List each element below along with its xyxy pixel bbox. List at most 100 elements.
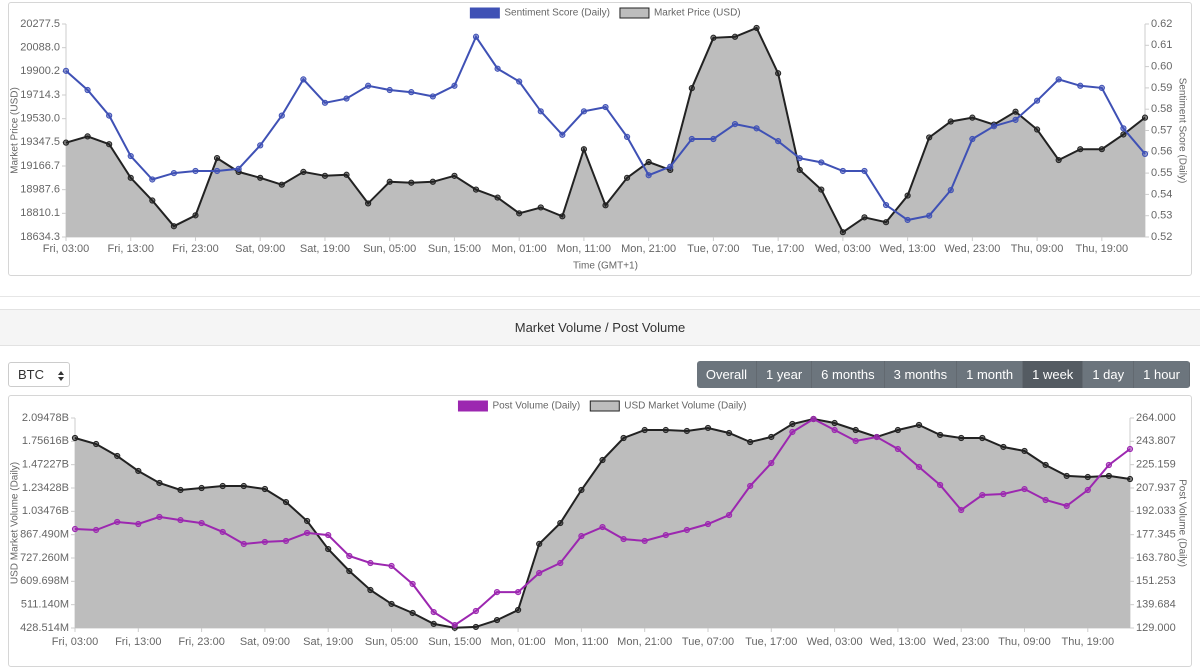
- x-tick-label: Sat, 09:00: [235, 243, 285, 255]
- y-tick-label: 129.000: [1136, 622, 1176, 634]
- point: [1120, 131, 1127, 138]
- point: [240, 540, 247, 548]
- point: [71, 525, 79, 533]
- point: [106, 141, 113, 148]
- y2-axis-title: Post Volume (Daily): [1176, 479, 1187, 567]
- range-button[interactable]: 1 month: [957, 361, 1024, 388]
- x-tick-label: Wed, 13:00: [880, 243, 936, 255]
- point: [62, 139, 70, 146]
- y-tick-label: 177.345: [1136, 529, 1176, 541]
- point: [325, 531, 332, 539]
- point: [149, 197, 156, 204]
- point: [192, 212, 199, 219]
- legend-swatch: [457, 400, 488, 412]
- point: [430, 620, 437, 627]
- x-tick-label: Fri, 23:00: [178, 636, 224, 648]
- point: [1120, 125, 1127, 132]
- point: [818, 159, 825, 166]
- x-tick-label: Tue, 17:00: [745, 636, 797, 648]
- y-tick-label: 867.490M: [20, 529, 69, 541]
- point: [1034, 126, 1041, 133]
- point: [559, 213, 566, 220]
- range-button[interactable]: 1 day: [1083, 361, 1135, 388]
- point: [904, 192, 911, 199]
- coin-select[interactable]: BTC: [8, 362, 70, 387]
- point: [494, 194, 501, 201]
- range-button[interactable]: Overall: [696, 361, 758, 388]
- range-button[interactable]: 1 hour: [1134, 361, 1190, 388]
- point: [979, 434, 986, 442]
- point: [704, 424, 712, 432]
- point: [300, 76, 307, 83]
- top-chart-panel: [8, 2, 1192, 276]
- y-tick-label: 0.61: [1151, 39, 1172, 51]
- point: [1105, 472, 1113, 480]
- point: [602, 103, 609, 111]
- point: [408, 179, 415, 186]
- point: [472, 186, 480, 193]
- point: [818, 186, 825, 193]
- point: [641, 537, 648, 545]
- y-tick-label: 264.000: [1136, 412, 1176, 424]
- point: [156, 513, 163, 521]
- point: [645, 158, 652, 166]
- range-button[interactable]: 1 year: [757, 361, 813, 388]
- point: [768, 433, 775, 441]
- y-tick-label: 151.253: [1136, 575, 1176, 587]
- point: [662, 531, 669, 539]
- point: [1042, 461, 1049, 469]
- y-tick-label: 225.159: [1136, 459, 1176, 471]
- point: [365, 82, 372, 89]
- y2-axis-title: Sentiment Score (Daily): [1176, 78, 1187, 184]
- y-tick-label: 0.53: [1151, 210, 1172, 222]
- x-tick-label: Sun, 15:00: [428, 636, 481, 648]
- y-tick-label: 207.937: [1136, 482, 1176, 494]
- point: [170, 170, 177, 177]
- point: [557, 559, 564, 567]
- point: [1126, 445, 1134, 453]
- legend-label: Sentiment Score (Daily): [504, 8, 610, 19]
- point: [219, 482, 226, 490]
- x-tick-label: Wed, 23:00: [933, 636, 989, 648]
- point: [599, 456, 606, 464]
- y-tick-label: 243.807: [1136, 435, 1176, 447]
- point: [177, 486, 184, 494]
- point: [894, 445, 902, 453]
- point: [958, 506, 965, 514]
- point: [346, 567, 353, 575]
- point: [408, 89, 415, 96]
- legend-label: Post Volume (Daily): [492, 401, 580, 412]
- point: [623, 133, 631, 140]
- y-tick-label: 20277.5: [20, 18, 60, 30]
- point: [451, 621, 458, 629]
- point: [1063, 502, 1070, 510]
- area: [75, 419, 1130, 628]
- point: [367, 586, 374, 594]
- x-tick-label: Wed, 03:00: [815, 243, 871, 255]
- point: [282, 537, 290, 545]
- point: [839, 229, 846, 236]
- point: [493, 616, 501, 624]
- range-button[interactable]: 3 months: [884, 361, 958, 388]
- point: [861, 167, 868, 175]
- point: [1084, 473, 1091, 481]
- point: [710, 135, 717, 143]
- point: [768, 459, 775, 467]
- range-button[interactable]: 1 week: [1023, 361, 1084, 388]
- point: [494, 65, 501, 72]
- legend-label: USD Market Volume (Daily): [624, 401, 746, 412]
- point: [386, 178, 393, 185]
- point: [472, 33, 480, 40]
- point: [114, 452, 121, 460]
- point: [904, 216, 911, 224]
- point: [958, 434, 965, 442]
- y-axis-title: Market Price (USD): [10, 87, 21, 174]
- range-button[interactable]: 6 months: [812, 361, 885, 388]
- point: [1055, 76, 1062, 83]
- point: [1012, 116, 1019, 123]
- point: [937, 431, 944, 439]
- y-tick-label: 428.514M: [20, 622, 69, 634]
- point: [219, 528, 226, 536]
- point: [775, 70, 782, 77]
